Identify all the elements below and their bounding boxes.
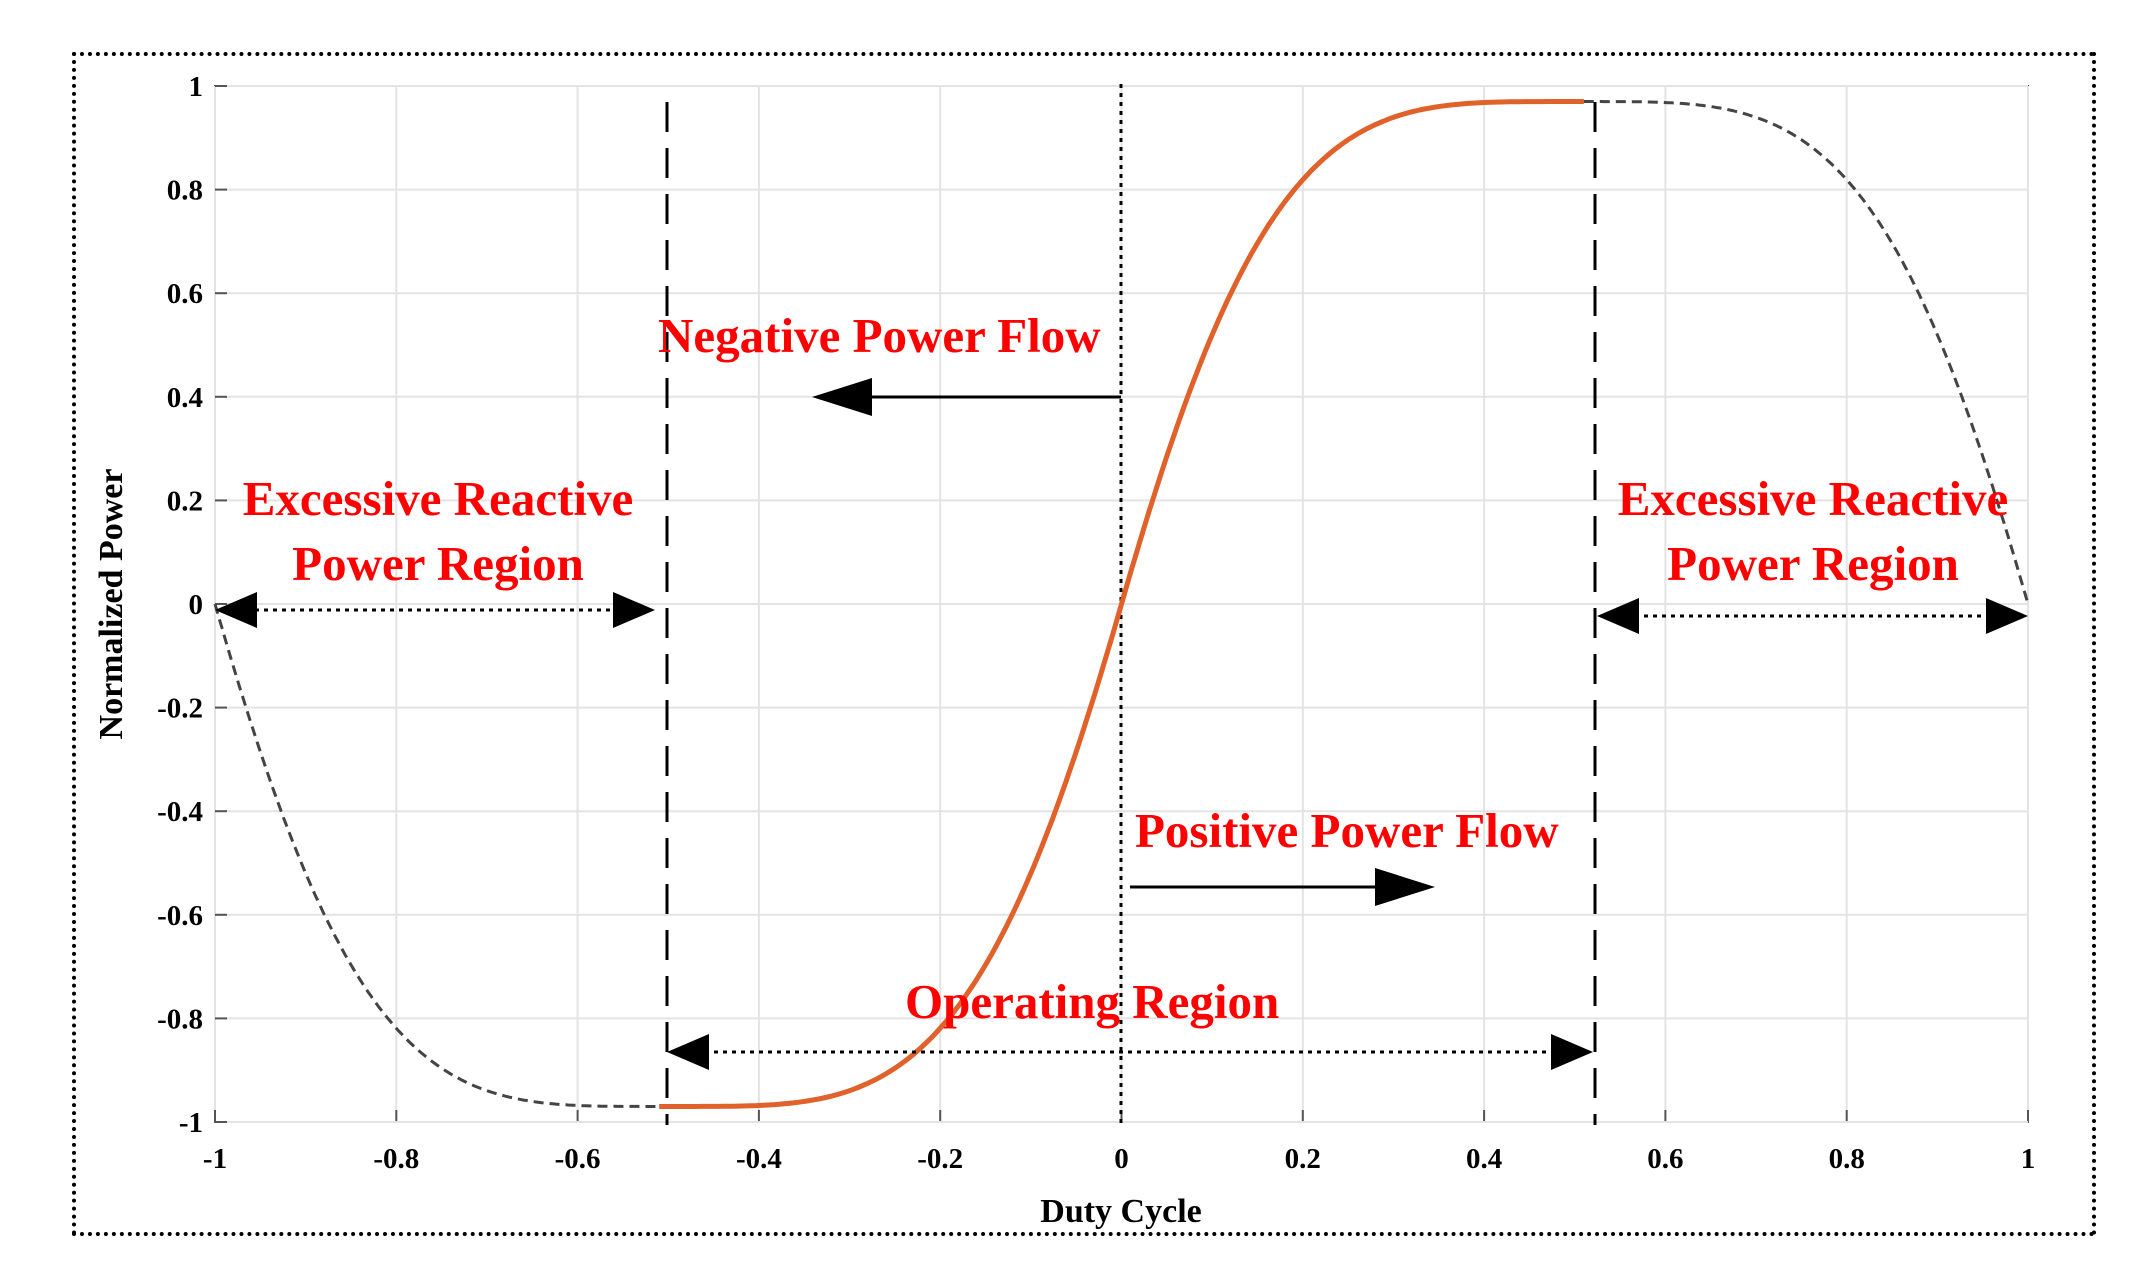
dashed-curve-left [213, 603, 660, 1108]
x-tick-label: -0.6 [555, 1143, 601, 1175]
grid-lines [214, 85, 2029, 1123]
y-tick-label: -0.2 [157, 693, 203, 725]
excessive-left-arrowhead-right [613, 592, 655, 628]
excessive-right-label-line1: Excessive Reactive [1618, 471, 2009, 526]
excessive-left-label-line2: Power Region [292, 536, 584, 591]
x-tick-label: 0 [1114, 1143, 1129, 1175]
positive-flow-arrowhead [1375, 868, 1435, 906]
operating-arrowhead-left [667, 1034, 709, 1070]
operating-region-label: Operating Region [905, 974, 1279, 1029]
y-tick-label: 0.8 [167, 175, 203, 207]
y-tick-label: 0.6 [167, 278, 203, 310]
y-axis-title: Normalized Power [93, 469, 130, 740]
x-axis-title: Duty Cycle [1040, 1193, 1201, 1230]
excessive-right-arrowhead-right [1986, 598, 2028, 634]
excessive-right-label-line2: Power Region [1667, 536, 1959, 591]
x-tick-label: -0.4 [736, 1143, 782, 1175]
x-tick-label: -0.2 [917, 1143, 963, 1175]
operating-curve [659, 99, 1584, 1109]
excessive-right-arrowhead-left [1597, 598, 1639, 634]
y-tick-label: -0.4 [157, 796, 203, 828]
y-tick-label: 0.4 [167, 382, 203, 414]
x-tick-label: 0.6 [1647, 1143, 1683, 1175]
dashed-curve-right [1583, 100, 2030, 605]
dotted-figure-frame [72, 52, 2096, 1236]
x-tick-label: 0.8 [1829, 1143, 1865, 1175]
x-tick-label: -1 [203, 1143, 227, 1175]
excessive-left-label-line1: Excessive Reactive [243, 471, 634, 526]
y-tick-label: 1 [189, 71, 204, 103]
x-tick-label: 1 [2021, 1143, 2036, 1175]
y-tick-label: 0.2 [167, 485, 203, 517]
excessive-left-arrowhead-left [215, 592, 257, 628]
y-tick-label: 0 [189, 589, 204, 621]
y-tick-label: -0.8 [157, 1003, 203, 1035]
tick-labels: -1 -0.8 -0.6 -0.4 -0.2 0 0.2 0.4 0.6 0.8 1 1 0.8 0.6 0… [157, 71, 2035, 1175]
x-tick-label: -0.8 [373, 1143, 419, 1175]
y-tick-label: -1 [179, 1107, 203, 1139]
y-tick-label: -0.6 [157, 900, 203, 932]
operating-arrowhead-right [1551, 1034, 1593, 1070]
negative-power-flow-label: Negative Power Flow [658, 308, 1101, 363]
negative-flow-arrowhead [812, 378, 872, 416]
positive-power-flow-label: Positive Power Flow [1135, 803, 1559, 858]
x-tick-label: 0.4 [1466, 1143, 1502, 1175]
x-tick-label: 0.2 [1285, 1143, 1321, 1175]
